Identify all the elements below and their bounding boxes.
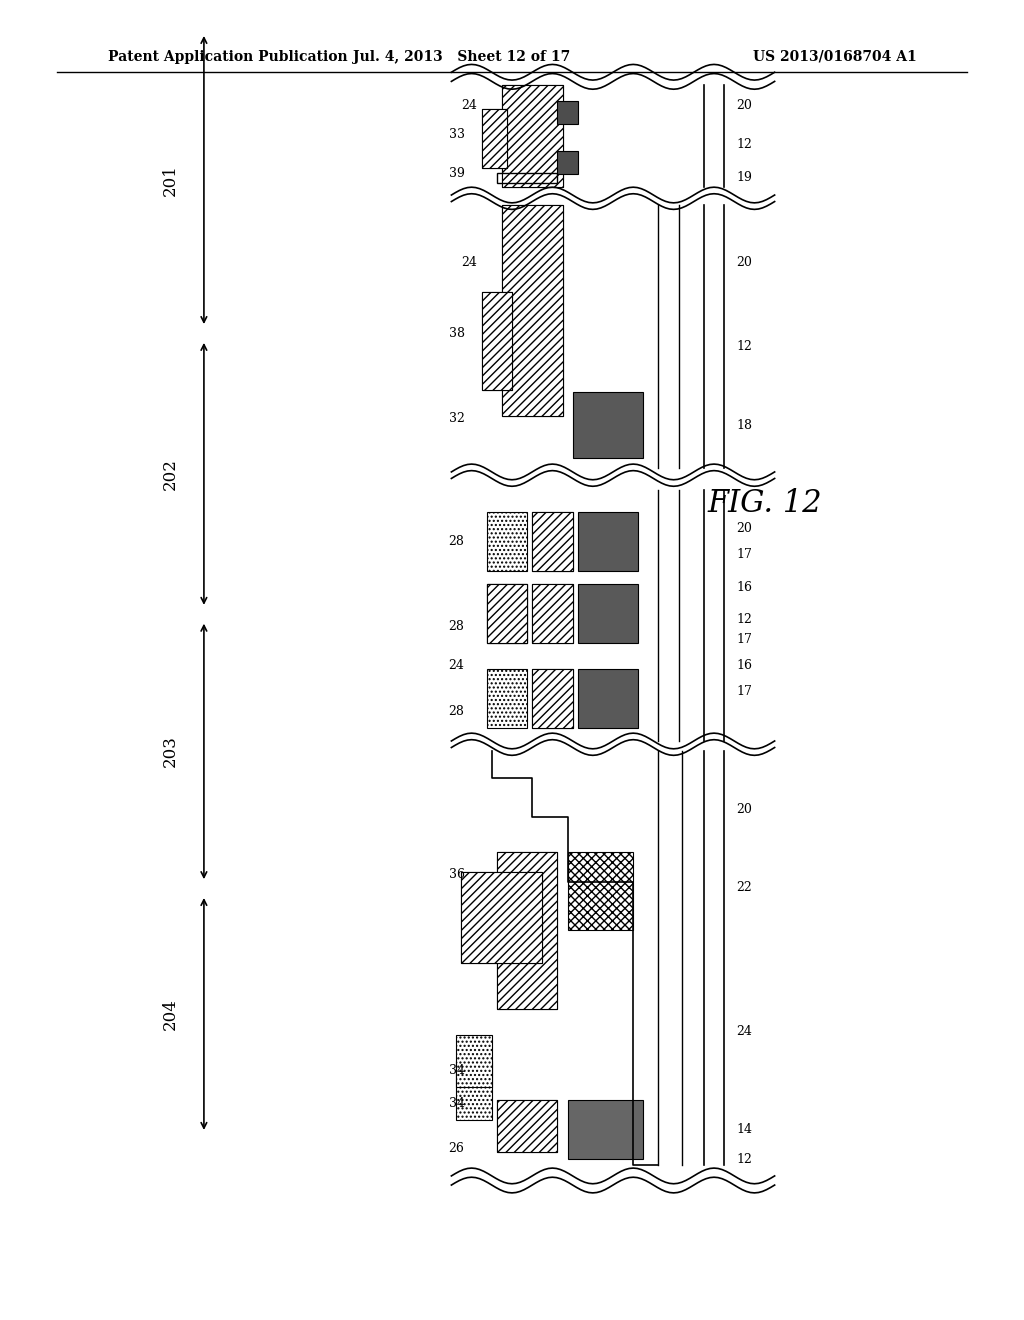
Bar: [497, 1100, 557, 1152]
Bar: [462, 871, 543, 964]
Bar: [502, 86, 562, 187]
Text: 34: 34: [449, 1064, 465, 1077]
Text: 14: 14: [736, 1123, 753, 1135]
Text: 24: 24: [736, 1024, 752, 1038]
Bar: [557, 150, 578, 174]
Text: Jul. 4, 2013   Sheet 12 of 17: Jul. 4, 2013 Sheet 12 of 17: [353, 50, 570, 63]
Text: 39: 39: [449, 166, 465, 180]
Text: 12: 12: [736, 139, 752, 150]
Bar: [486, 512, 527, 572]
Text: 26: 26: [449, 1142, 465, 1155]
Bar: [567, 1100, 643, 1159]
Bar: [532, 512, 572, 572]
Text: 24: 24: [461, 256, 476, 268]
Text: 24: 24: [461, 99, 476, 112]
Text: 12: 12: [736, 614, 752, 627]
Text: 28: 28: [449, 620, 465, 634]
Text: 20: 20: [736, 256, 752, 268]
Bar: [486, 585, 527, 643]
Text: 20: 20: [736, 803, 752, 816]
Text: 36: 36: [449, 869, 465, 882]
Text: 33: 33: [449, 128, 465, 140]
Text: 16: 16: [736, 581, 753, 594]
Bar: [497, 173, 557, 183]
Text: 32: 32: [449, 412, 465, 425]
Bar: [457, 1035, 492, 1088]
Text: 16: 16: [736, 659, 753, 672]
Text: 19: 19: [736, 170, 752, 183]
Text: 202: 202: [162, 458, 178, 490]
Text: 204: 204: [162, 998, 178, 1030]
Bar: [578, 512, 638, 572]
Bar: [532, 669, 572, 727]
Bar: [457, 1061, 492, 1119]
Bar: [578, 585, 638, 643]
Text: 17: 17: [736, 685, 752, 698]
Text: 22: 22: [736, 882, 752, 894]
Bar: [567, 851, 633, 931]
Bar: [532, 585, 572, 643]
Text: 17: 17: [736, 548, 752, 561]
Bar: [502, 206, 562, 416]
Text: FIG. 12: FIG. 12: [708, 488, 822, 519]
Text: 203: 203: [162, 735, 178, 767]
Bar: [481, 292, 512, 389]
Bar: [462, 871, 543, 964]
Bar: [557, 102, 578, 124]
Bar: [486, 585, 527, 643]
Text: 12: 12: [736, 1152, 752, 1166]
Text: 18: 18: [736, 418, 753, 432]
Text: 12: 12: [736, 341, 752, 354]
Bar: [497, 1100, 557, 1152]
Bar: [486, 669, 527, 727]
Text: 28: 28: [449, 535, 465, 548]
Bar: [532, 585, 572, 643]
Bar: [532, 512, 572, 572]
Text: 24: 24: [449, 659, 465, 672]
Bar: [572, 392, 643, 458]
Bar: [481, 108, 507, 168]
Bar: [481, 108, 507, 168]
Text: 20: 20: [736, 521, 752, 535]
Text: US 2013/0168704 A1: US 2013/0168704 A1: [754, 50, 918, 63]
Bar: [578, 669, 638, 727]
Text: 38: 38: [449, 327, 465, 341]
Text: 201: 201: [162, 164, 178, 195]
Bar: [502, 206, 562, 416]
Text: 34: 34: [449, 1097, 465, 1110]
Bar: [532, 669, 572, 727]
Bar: [486, 585, 527, 643]
Text: 28: 28: [449, 705, 465, 718]
Text: 20: 20: [736, 99, 752, 112]
Bar: [497, 851, 557, 1008]
Bar: [502, 86, 562, 187]
Text: Patent Application Publication: Patent Application Publication: [108, 50, 347, 63]
Text: 17: 17: [736, 634, 752, 645]
Bar: [481, 292, 512, 389]
Bar: [497, 851, 557, 1008]
